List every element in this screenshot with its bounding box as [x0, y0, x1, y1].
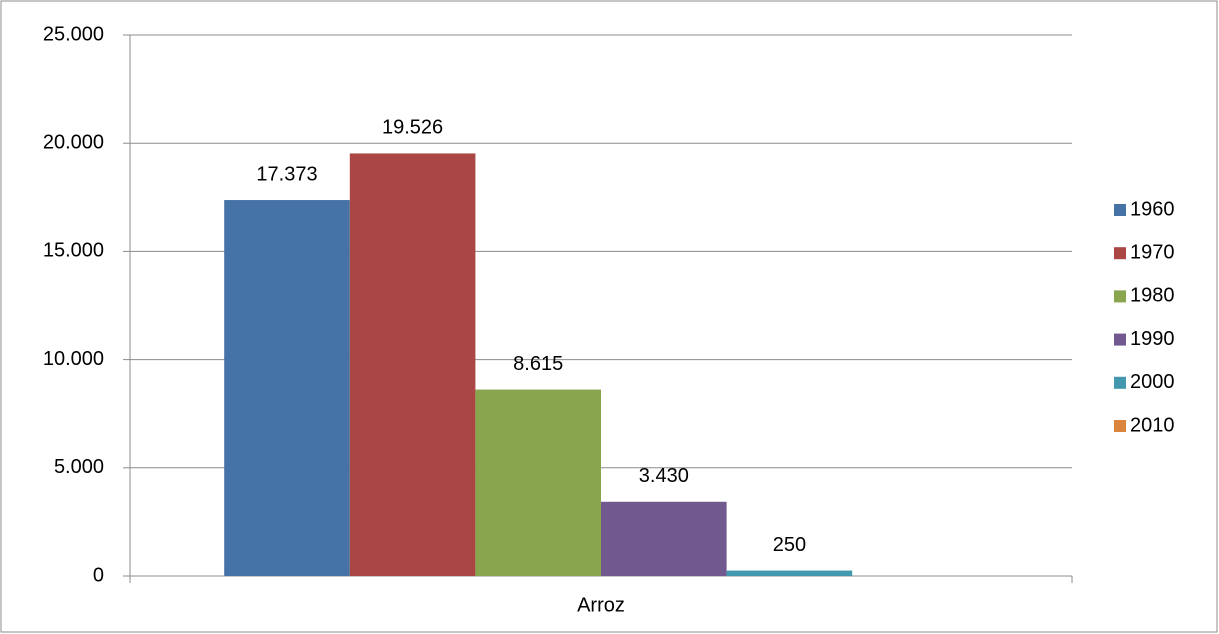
legend-label: 1980: [1130, 285, 1175, 307]
bar: [601, 501, 727, 576]
y-tick-label: 5.000: [54, 456, 104, 478]
legend-swatch: [1114, 376, 1126, 389]
legend-label: 2000: [1130, 371, 1175, 393]
y-tick-label: 15.000: [43, 240, 104, 262]
x-tick-label: Arroz: [577, 594, 625, 616]
legend-label: 1970: [1130, 241, 1175, 263]
y-tick-label: 20.000: [43, 131, 104, 153]
legend-swatch: [1114, 290, 1126, 303]
y-tick-label: 10.000: [43, 348, 104, 370]
legend-swatch: [1114, 333, 1126, 346]
bar: [726, 570, 853, 576]
data-label: 17.373: [256, 163, 317, 185]
bar: [224, 200, 350, 576]
y-tick-label: 0: [93, 564, 104, 586]
data-label: 3.430: [639, 465, 689, 487]
bar: [475, 389, 601, 576]
data-label: 19.526: [382, 117, 443, 139]
legend-swatch: [1114, 204, 1126, 216]
data-label: 8.615: [513, 353, 563, 375]
bar: [349, 153, 476, 576]
y-tick-label: 25.000: [43, 23, 104, 45]
legend-label: 1960: [1130, 198, 1175, 220]
data-label: 250: [773, 534, 806, 556]
legend-swatch: [1114, 247, 1126, 260]
legend-label: 1990: [1130, 328, 1175, 350]
legend-label: 2010: [1130, 414, 1175, 436]
legend-swatch: [1114, 420, 1126, 432]
